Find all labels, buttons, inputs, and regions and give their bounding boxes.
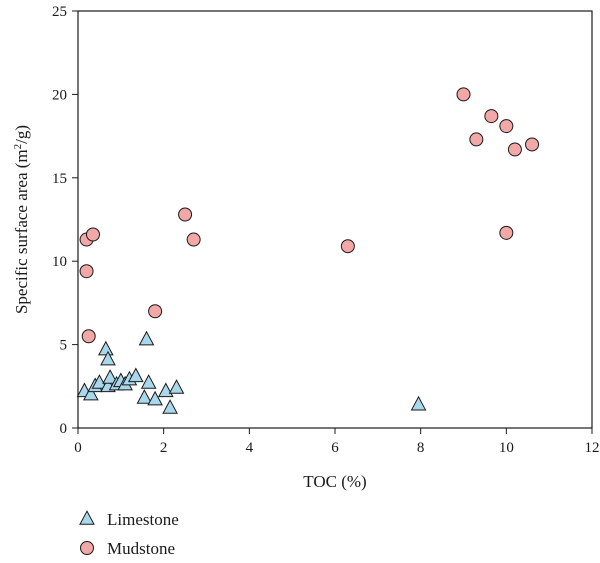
legend-label-mudstone: Mudstone (107, 539, 175, 558)
limestone-point (138, 330, 155, 346)
mudstone-point (178, 207, 193, 222)
y-tick-label: 5 (60, 338, 68, 354)
y-tick-label: 0 (60, 421, 68, 437)
y-tick-label: 20 (52, 87, 67, 103)
limestone-point (127, 367, 144, 383)
y-axis-label: Specific surface area (m2/g) (12, 125, 31, 314)
legend-label-limestone: Limestone (107, 510, 179, 529)
legend-item-limestone: Limestone (79, 510, 179, 529)
mudstone-point (484, 109, 499, 124)
limestone-point (410, 395, 427, 411)
y-tick-label: 25 (52, 4, 67, 20)
limestone-point (136, 389, 153, 404)
axis-ticks: 0 2 4 6 8 10 12 0 5 10 15 20 25 (52, 4, 600, 456)
x-tick-label: 12 (585, 440, 600, 456)
x-tick-label: 10 (499, 440, 514, 456)
limestone-point (147, 390, 163, 406)
data-points (76, 87, 540, 414)
mudstone-point (499, 225, 514, 240)
mudstone-point (340, 239, 355, 254)
x-axis-label: TOC (%) (303, 472, 366, 491)
mudstone-point (456, 87, 471, 102)
plot-frame (77, 10, 593, 429)
limestone-point (168, 379, 185, 394)
mudstone-point (499, 119, 514, 134)
mudstone-point (85, 227, 100, 242)
x-tick-label: 8 (417, 440, 425, 456)
mudstone-point (525, 137, 540, 152)
limestone-point (100, 350, 116, 366)
x-tick-label: 0 (74, 440, 82, 456)
plot-area (77, 10, 593, 429)
mudstone-point (507, 142, 522, 157)
mudstone-point (81, 329, 96, 344)
limestone-point (162, 399, 178, 414)
mudstone-point (186, 232, 201, 247)
limestone-point (98, 340, 114, 356)
mudstone-point (148, 304, 163, 319)
legend-item-mudstone: Mudstone (80, 539, 175, 558)
legend-triangle-marker (79, 510, 95, 525)
limestone-point (83, 385, 99, 401)
x-tick-label: 2 (160, 440, 168, 456)
x-tick-label: 4 (246, 440, 254, 456)
y-tick-label: 10 (52, 254, 67, 270)
y-tick-label: 15 (52, 171, 67, 187)
limestone-point (102, 369, 118, 384)
mudstone-point (79, 264, 94, 279)
limestone-point (140, 374, 157, 389)
mudstone-point (469, 132, 484, 147)
legend: Limestone Mudstone (79, 510, 179, 558)
legend-circle-marker (80, 541, 94, 555)
x-tick-label: 6 (331, 440, 339, 456)
limestone-point (91, 374, 108, 389)
